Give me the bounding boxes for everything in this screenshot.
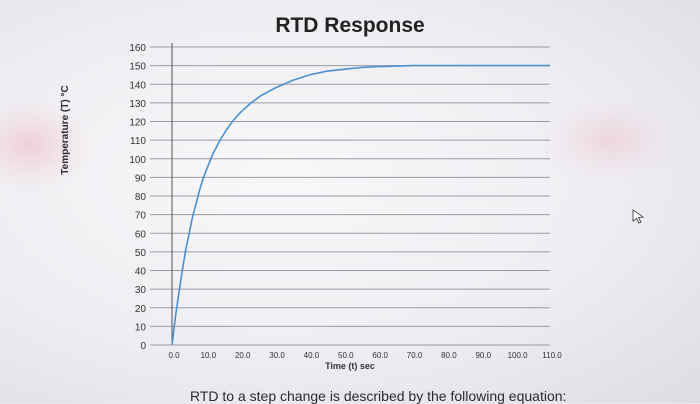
- y-axis-title: Temperature (T) °C: [60, 85, 71, 175]
- y-tick-label: 130: [129, 99, 146, 110]
- screen-glare-left: [0, 100, 90, 190]
- x-tick-label: 90.0: [475, 351, 491, 360]
- y-tick-label: 20: [135, 304, 147, 315]
- x-tick-label: 110.0: [542, 351, 562, 360]
- x-tick-label: 50.0: [338, 351, 354, 360]
- y-tick-label: 40: [135, 267, 147, 278]
- y-tick-label: 70: [135, 211, 147, 222]
- y-tick-label: 100: [129, 155, 146, 166]
- x-tick-label: 40.0: [304, 351, 320, 360]
- y-tick-label: 150: [129, 62, 146, 73]
- mouse-pointer-icon: [632, 209, 645, 224]
- bottom-caption: RTD to a step change is described by the…: [190, 388, 567, 404]
- x-tick-label: 30.0: [269, 351, 285, 360]
- y-tick-label: 110: [130, 136, 146, 147]
- x-tick-label: 10.0: [201, 351, 217, 360]
- y-tick-label: 0: [140, 341, 146, 352]
- series-line-0: [171, 64, 550, 346]
- x-tick-label: 80.0: [441, 351, 457, 360]
- x-tick-label: 0.0: [168, 351, 180, 360]
- y-tick-label: 30: [135, 285, 147, 296]
- chart-title: RTD Response: [275, 14, 425, 37]
- y-tick-label: 50: [135, 248, 147, 259]
- y-tick-label: 160: [129, 43, 146, 54]
- y-tick-label: 140: [129, 80, 146, 91]
- y-tick-label: 60: [135, 229, 147, 240]
- x-tick-label: 100.0: [508, 351, 529, 360]
- x-tick-label: 70.0: [407, 351, 423, 360]
- x-axis-title: Time (t) sec: [325, 361, 375, 371]
- x-tick-label: 20.0: [235, 351, 251, 360]
- screen-glare-right: [545, 100, 675, 180]
- y-tick-label: 80: [135, 192, 147, 203]
- y-tick-label: 90: [135, 173, 147, 184]
- x-tick-label: 60.0: [372, 351, 388, 360]
- y-tick-label: 10: [135, 322, 147, 333]
- y-tick-label: 120: [129, 118, 146, 129]
